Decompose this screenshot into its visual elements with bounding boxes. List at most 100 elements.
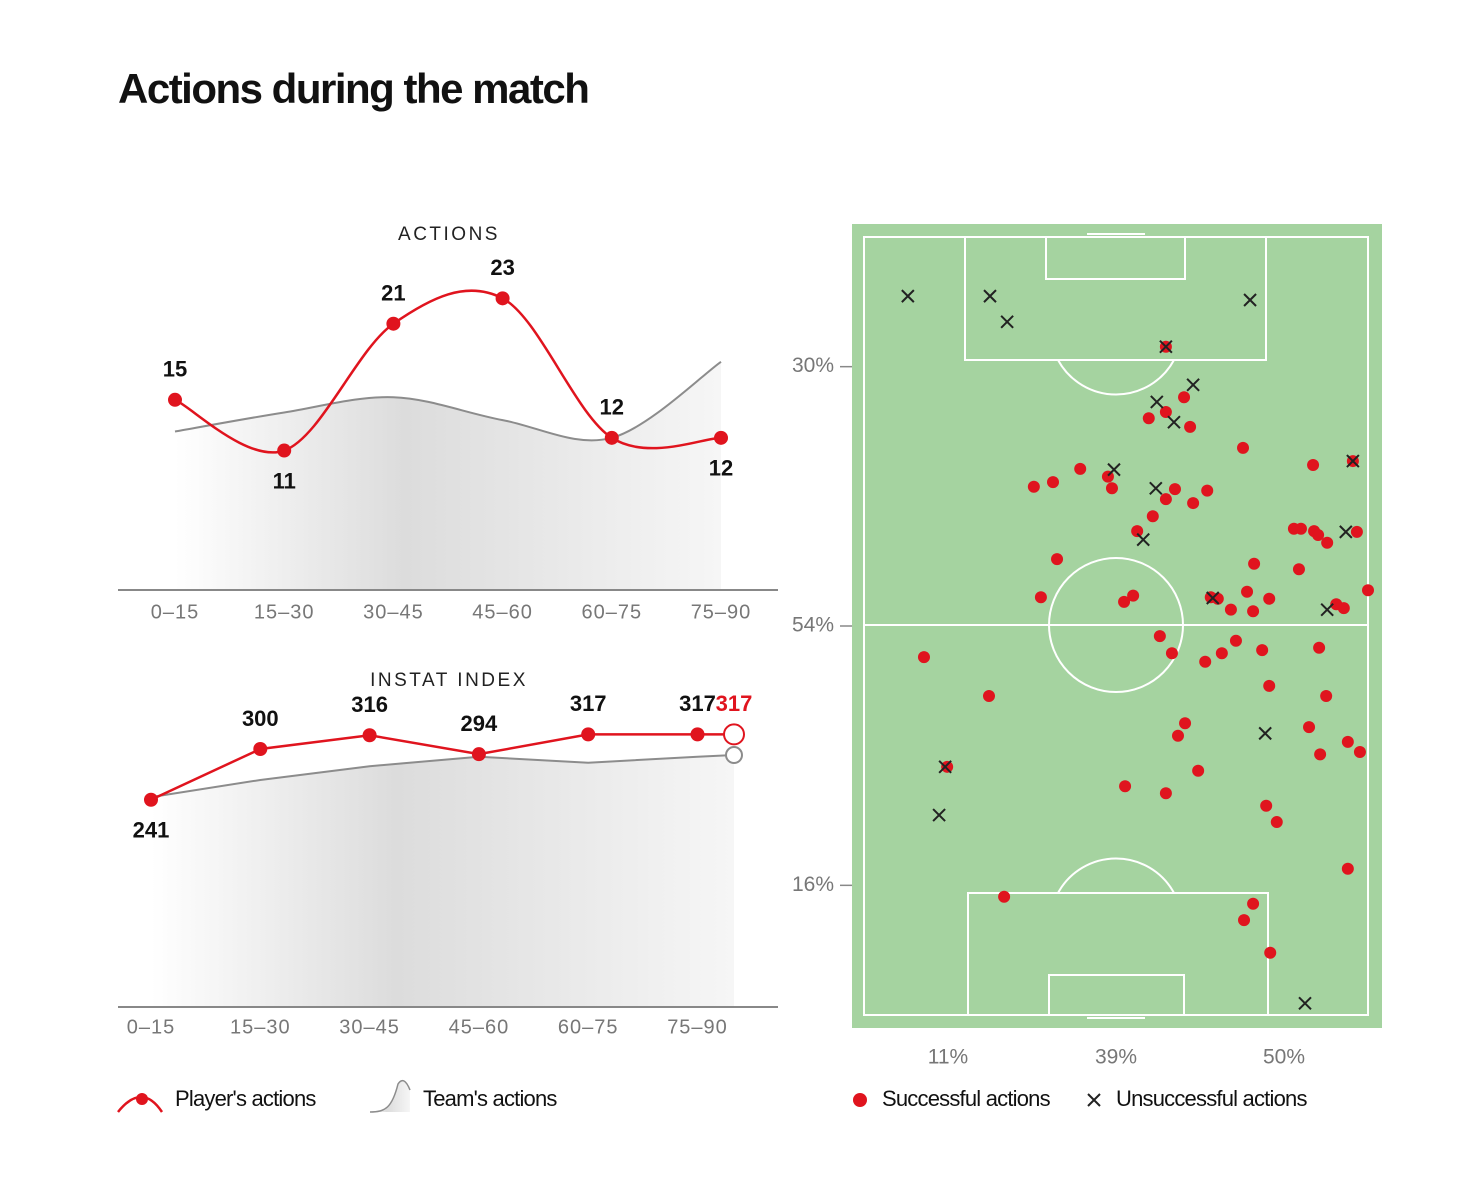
successful-action [1312,528,1325,541]
legend-icon [136,1093,148,1105]
successful-action [1215,647,1228,660]
successful-action [1165,647,1178,660]
x-tick-label: 30–45 [363,601,424,623]
x-zone-label: 39% [1095,1046,1137,1069]
x-tick-label: 75–90 [691,601,752,623]
legend-label: Team's actions [423,1086,557,1111]
x-zone-label: 50% [1263,1046,1305,1069]
data-label: 241 [133,818,170,843]
unsuccessful-action [1243,293,1257,307]
data-label: 21 [381,281,405,306]
unsuccessful-action [1000,315,1014,329]
successful-action [1247,605,1260,618]
x-tick-label: 30–45 [339,1016,400,1038]
unsuccessful-action [983,289,997,303]
successful-action [1294,522,1307,535]
successful-action [1074,462,1087,475]
successful-action [1263,592,1276,605]
data-label: 300 [242,706,279,731]
unsuccessful-action [1258,726,1272,741]
legend-icon [370,1080,410,1112]
successful-action [1353,746,1366,759]
pitch-lines [863,233,1369,1019]
player-point [714,430,728,445]
successful-action [1263,679,1276,692]
player-point [690,727,705,742]
successful-action [1201,484,1214,497]
x-tick-label: 0–15 [127,1016,176,1038]
unsuccessful-action [1149,481,1163,496]
successful-action [1307,458,1320,471]
unsuccessful-action [901,289,915,303]
data-label: 12 [600,395,624,420]
successful-action [1241,585,1254,598]
team-area [175,361,721,590]
successful-action [1159,787,1172,800]
chart-title: INSTAT INDEX [370,670,528,691]
x-zone-label: 11% [928,1046,968,1069]
player-point [362,728,377,743]
successful-action [1341,735,1354,748]
successful-action [1184,420,1197,433]
unsuccessful-action [1186,378,1200,392]
player-point [144,792,158,807]
pitch-line [1045,236,1186,280]
legend-icon [1087,1093,1101,1107]
unsuccessful-action [1150,395,1164,409]
player-point [386,316,401,331]
pitch-line [1057,857,1175,894]
successful-action [1047,476,1059,489]
successful-action [1224,603,1237,616]
successful-action [1314,748,1327,761]
team-final-point [725,746,743,765]
successful-action [1159,493,1172,506]
player-point [581,727,596,742]
successful-action [1350,525,1363,538]
x-tick-label: 60–75 [558,1016,619,1038]
data-label: 23 [490,255,514,280]
player-point [277,443,292,458]
successful-action [1337,602,1350,615]
successful-action [1247,897,1260,910]
unsuccessful-action [1339,525,1353,539]
page-title: Actions during the match [118,65,588,112]
x-tick-label: 15–30 [230,1016,291,1038]
successful-action [1159,406,1172,419]
successful-action [1270,816,1283,829]
x-tick-label: 75–90 [667,1016,728,1038]
x-tick-label: 60–75 [581,601,642,623]
successful-action [1313,641,1326,654]
x-tick-label: 45–60 [449,1016,510,1038]
unsuccessful-action [1320,602,1334,617]
x-tick-label: 15–30 [254,601,315,623]
x-tick-label: 45–60 [472,601,533,623]
successful-action [1105,482,1118,495]
unsuccessful-action [1206,591,1220,605]
successful-action [941,760,954,773]
successful-action [1237,441,1250,454]
x-tick-label: 0–15 [151,601,200,623]
successful-action [1229,634,1242,647]
successful-action [1168,483,1181,496]
successful-action [1192,764,1205,777]
unsuccessful-action [1167,415,1181,429]
successful-action [1260,799,1273,812]
successful-action [1256,644,1269,657]
successful-action [1248,557,1261,570]
unsuccessful-action [932,808,946,822]
final-label: 317 [716,691,753,716]
unsuccessful-action [1107,462,1121,477]
data-label: 11 [273,468,296,493]
successful-action [1321,536,1334,549]
team-area [151,755,734,1007]
legend-label: Player's actions [175,1086,316,1111]
data-label: 316 [351,692,388,717]
data-label: 317 [679,691,716,716]
data-label: 294 [461,711,498,736]
unsuccessful-action [938,760,952,774]
player-point [604,430,619,445]
successful-action [998,890,1011,903]
unsuccessful-action [1346,454,1360,468]
successful-action [1238,914,1251,927]
